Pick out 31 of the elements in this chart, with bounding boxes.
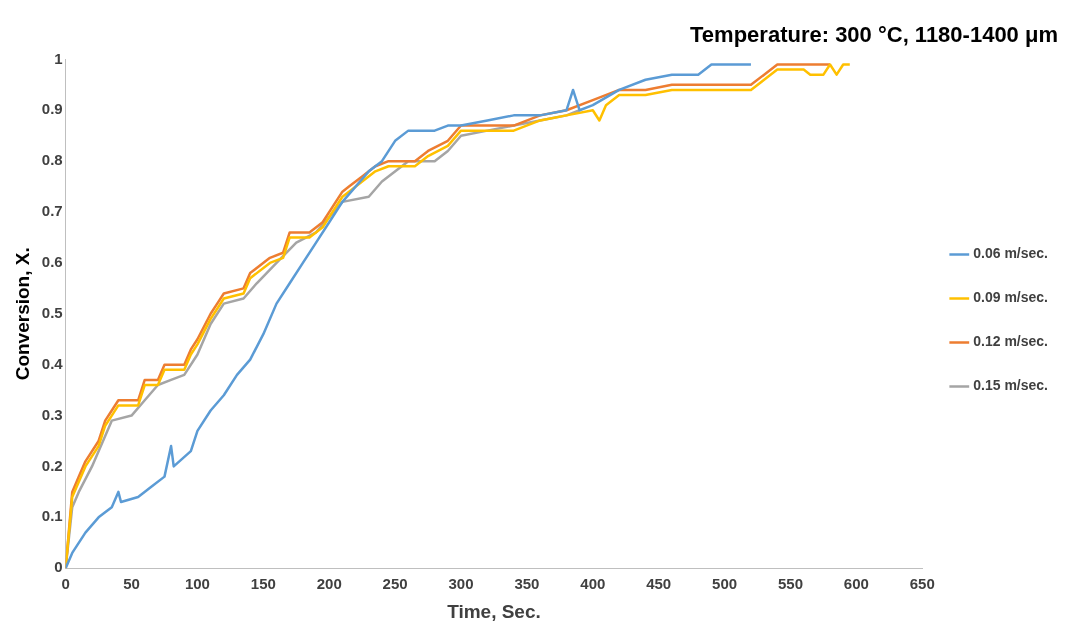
- legend-label: 0.15 m/sec.: [973, 377, 1049, 394]
- y-tick-label: 0.7: [41, 202, 63, 220]
- legend-label: 0.12 m/sec.: [973, 333, 1049, 350]
- y-tick-label: 0.6: [41, 253, 63, 271]
- chart-title: Temperature: 300 °C, 1180-1400 μm: [690, 22, 1058, 48]
- legend-label: 0.09 m/sec.: [973, 289, 1049, 306]
- x-tick-label: 600: [843, 575, 869, 593]
- y-tick-label: 0.8: [41, 151, 63, 169]
- x-tick-label: 100: [184, 575, 210, 593]
- x-tick-label: 400: [580, 575, 606, 593]
- y-tick-label: 0.5: [41, 303, 63, 321]
- x-tick-label: 150: [250, 575, 276, 593]
- x-tick-label: 350: [514, 575, 540, 593]
- x-tick-label: 300: [448, 575, 474, 593]
- x-axis-title: Time, Sec.: [447, 600, 541, 622]
- x-tick-label: 50: [123, 575, 140, 593]
- x-tick-label: 250: [382, 575, 408, 593]
- y-tick-label: 0.3: [41, 405, 63, 423]
- y-tick-label: 0: [54, 558, 63, 576]
- y-axis-title: Conversion, X.: [11, 247, 33, 381]
- y-tick-label: 1: [54, 49, 63, 67]
- x-tick-label: 650: [909, 575, 935, 593]
- y-tick-label: 0.2: [41, 456, 63, 474]
- y-tick-label: 0.4: [41, 354, 64, 372]
- legend-label: 0.06 m/sec.: [973, 245, 1049, 262]
- x-tick-label: 200: [316, 575, 342, 593]
- y-tick-label: 0.1: [41, 507, 63, 525]
- y-tick-label: 0.9: [41, 100, 63, 118]
- x-tick-label: 500: [712, 575, 738, 593]
- x-tick-label: 450: [646, 575, 672, 593]
- x-tick-label: 550: [777, 575, 803, 593]
